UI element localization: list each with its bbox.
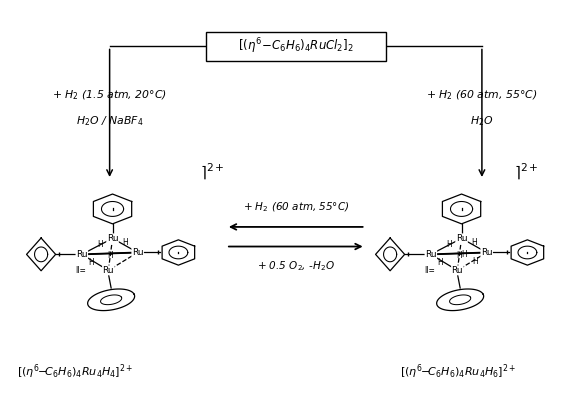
Text: Ru: Ru (132, 248, 143, 257)
Text: II=: II= (75, 266, 86, 275)
Text: Ru: Ru (106, 234, 118, 243)
Text: $[(\eta^6\!-\!C_6H_6)_4RuCl_2]_2$: $[(\eta^6\!-\!C_6H_6)_4RuCl_2]_2$ (238, 37, 353, 56)
Text: H$_2$O / NaBF$_4$: H$_2$O / NaBF$_4$ (76, 114, 143, 128)
Text: H: H (446, 240, 452, 249)
Text: H: H (97, 240, 103, 249)
Text: Ru: Ru (481, 248, 493, 257)
Text: Ru: Ru (456, 234, 467, 243)
Text: + H$_2$ (60 atm, 55°C): + H$_2$ (60 atm, 55°C) (426, 89, 537, 102)
Text: H: H (122, 238, 128, 247)
Text: H: H (89, 258, 95, 267)
Text: + 0.5 O$_2$, -H$_2$O: + 0.5 O$_2$, -H$_2$O (257, 259, 335, 273)
Text: H: H (473, 257, 479, 266)
Text: H: H (437, 258, 443, 267)
Text: $[(\eta^6\!\!-\!\!C_6H_6)_4Ru_4H_4]^{2+}$: $[(\eta^6\!\!-\!\!C_6H_6)_4Ru_4H_4]^{2+}… (16, 363, 133, 381)
Text: + H$_2$ (1.5 atm, 20°C): + H$_2$ (1.5 atm, 20°C) (52, 89, 167, 102)
Text: + H$_2$ (60 atm, 55°C): + H$_2$ (60 atm, 55°C) (243, 201, 349, 214)
Text: H: H (461, 250, 467, 259)
Text: H: H (471, 238, 477, 247)
Text: $\rceil^{2+}$: $\rceil^{2+}$ (200, 162, 225, 182)
Text: II=: II= (425, 266, 435, 275)
Text: Ru: Ru (425, 250, 437, 259)
Text: $\rceil^{2+}$: $\rceil^{2+}$ (514, 162, 539, 182)
Text: $[(\eta^6\!\!-\!\!C_6H_6)_4Ru_4H_6]^{2+}$: $[(\eta^6\!\!-\!\!C_6H_6)_4Ru_4H_6]^{2+}… (400, 363, 517, 381)
Text: H: H (107, 251, 113, 260)
Text: H$_2$O: H$_2$O (470, 114, 494, 128)
Text: H: H (456, 251, 462, 260)
Text: Ru: Ru (452, 266, 463, 275)
Text: Ru: Ru (76, 250, 88, 259)
Text: Ru: Ru (102, 266, 114, 275)
FancyBboxPatch shape (206, 32, 386, 61)
